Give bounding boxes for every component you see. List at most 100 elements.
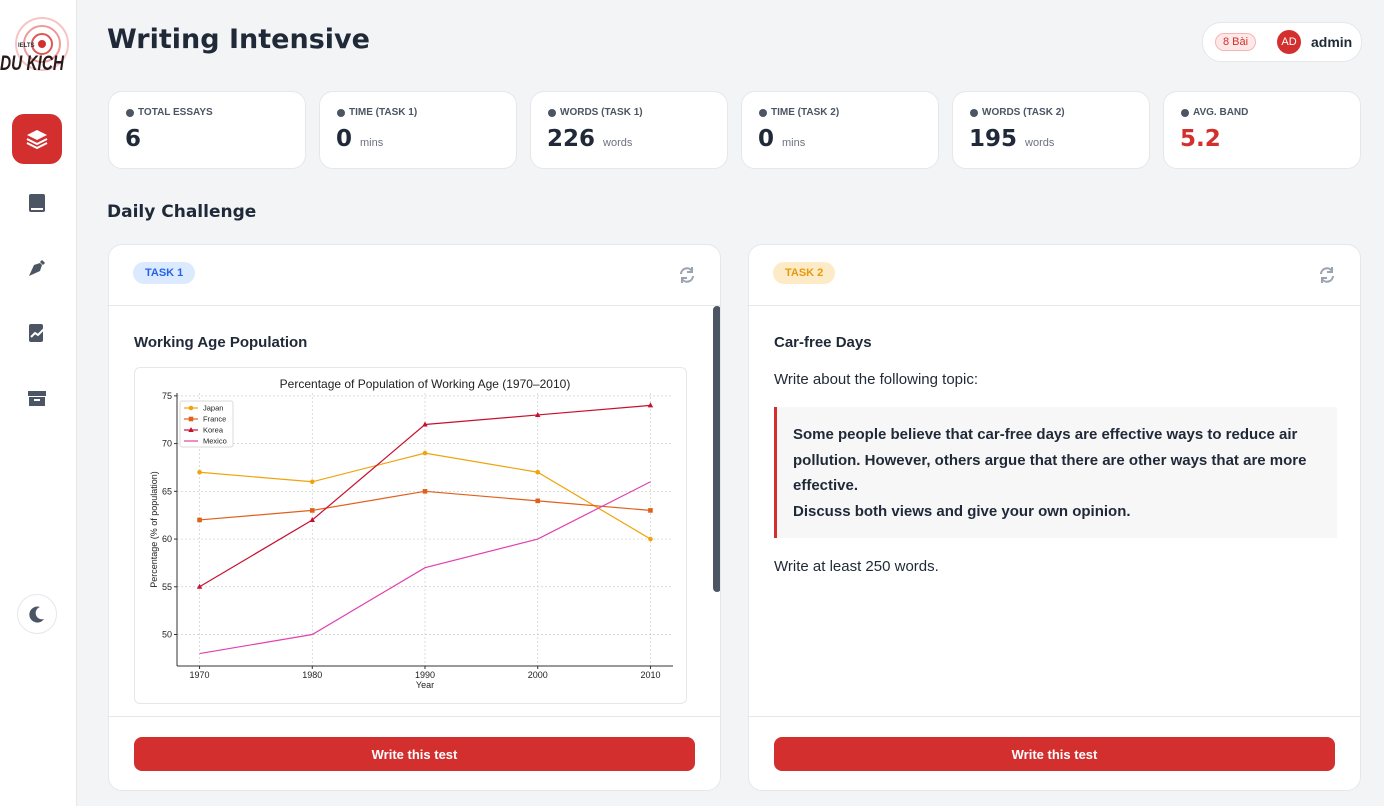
nav-report[interactable] [12,308,62,358]
stat-unit: mins [782,137,806,149]
stats-row: TOTAL ESSAYS 6 TIME (TASK 1) 0 mins WORDS (TA… [108,91,1361,169]
write-button[interactable]: Write this test [774,737,1335,771]
point [422,450,428,456]
icon-shape [759,108,767,117]
task-title: Working Age Population [134,334,308,351]
task-tag: TASK 1 [133,262,196,284]
refresh-icon[interactable] [1318,266,1336,284]
chart: Percentage of Population of Working Age … [149,377,673,690]
point [648,508,653,513]
stat-icon [337,108,345,117]
stat-card: AVG. BAND 5.2 [1163,91,1361,169]
point [422,489,428,494]
stat-icon [126,108,134,117]
user-pill[interactable]: 8 Bài AD admin [1202,22,1362,62]
nav-book[interactable] [12,178,62,228]
stat-icon [970,108,978,117]
legend-box [179,400,234,448]
stat-value: 0 [336,126,353,152]
stat-value: 6 [125,126,142,152]
card-footer: Write this test [749,716,1360,790]
stat-label: TIME (TASK 1) [349,107,418,118]
point [535,411,541,417]
theme-toggle[interactable] [17,594,57,634]
series-line [199,481,651,655]
stat-value: 195 [969,126,1018,152]
nav-essays[interactable] [12,114,62,164]
x-tick-label: 1980 [302,670,322,680]
stat-label: TOTAL ESSAYS [138,107,213,118]
stat-card: TIME (TASK 2) 0 mins [741,91,939,169]
stat-label: WORDS (TASK 1) [560,107,643,118]
icon-shape [337,108,345,117]
stat-card: WORDS (TASK 1) 226 words [530,91,728,169]
point [197,469,202,475]
refresh-icon[interactable] [678,266,696,284]
logo-text: DU KICH [0,52,65,75]
legend-label: Korea [203,426,224,435]
card-header: TASK 1 [109,245,720,306]
stat-value-row: 0 mins [336,126,500,152]
x-tick-label: 2010 [640,670,660,680]
point [188,405,194,411]
icon-shape [1181,108,1189,117]
y-axis-label: Percentage (% of population) [149,471,159,588]
task-note: Write at least 250 words. [774,558,939,575]
y-tick-label: 65 [162,486,172,496]
logo: IELTS DU KICH [0,17,69,75]
stat-label-row: AVG. BAND [1180,107,1344,118]
section-title: Daily Challenge [107,202,257,222]
task1-card: TASK 1 Working Age Population Percentage… [108,244,721,791]
stat-value: 0 [758,126,775,152]
icon [29,259,46,276]
icon [29,324,46,342]
stat-card: WORDS (TASK 2) 195 words [952,91,1150,169]
stat-card: TIME (TASK 1) 0 mins [319,91,517,169]
x-axis-label: Year [416,680,434,690]
y-tick-label: 70 [162,439,172,449]
stat-label-row: WORDS (TASK 1) [547,107,711,118]
stat-value: 5.2 [1180,126,1221,152]
stat-value-row: 195 words [969,126,1133,152]
scrollbar[interactable] [713,306,720,592]
point [196,583,203,589]
task-prompt: Some people believe that car-free days a… [774,407,1337,538]
stat-label: AVG. BAND [1193,107,1249,118]
icon [29,606,44,623]
badge: 8 Bài [1215,33,1257,51]
stat-label-row: TIME (TASK 2) [758,107,922,118]
icon-shape [970,108,978,117]
nav-write[interactable] [12,243,62,293]
card-footer: Write this test [109,716,720,790]
write-button[interactable]: Write this test [134,737,695,771]
stat-unit: mins [360,137,384,149]
stat-label-row: TIME (TASK 1) [336,107,500,118]
icon-shape [548,108,556,117]
point [188,416,194,422]
point [647,402,654,408]
task-tag: TASK 2 [773,262,836,284]
point [309,479,315,485]
task2-card: TASK 2 Car-free Days Write about the fol… [748,244,1361,791]
y-tick-label: 75 [162,391,172,401]
stat-value-row: 226 words [547,126,711,152]
x-tick-label: 1990 [415,670,435,680]
stat-unit: words [603,137,633,149]
point [535,498,541,504]
series-line [199,404,651,588]
card-header: TASK 2 [749,245,1360,306]
nav-archive[interactable] [12,373,62,423]
y-tick-label: 55 [162,582,172,592]
stat-unit: words [1025,137,1055,149]
stat-value-row: 0 mins [758,126,922,152]
legend-label: Japan [203,404,223,413]
task-intro: Write about the following topic: [774,371,979,388]
avatar: AD [1277,30,1301,54]
prompt-text: Discuss both views and give your own opi… [793,502,1131,520]
point [197,517,202,523]
icon [28,391,46,406]
stat-icon [759,108,767,117]
stat-value: 226 [547,126,596,152]
y-tick-label: 60 [162,534,172,544]
